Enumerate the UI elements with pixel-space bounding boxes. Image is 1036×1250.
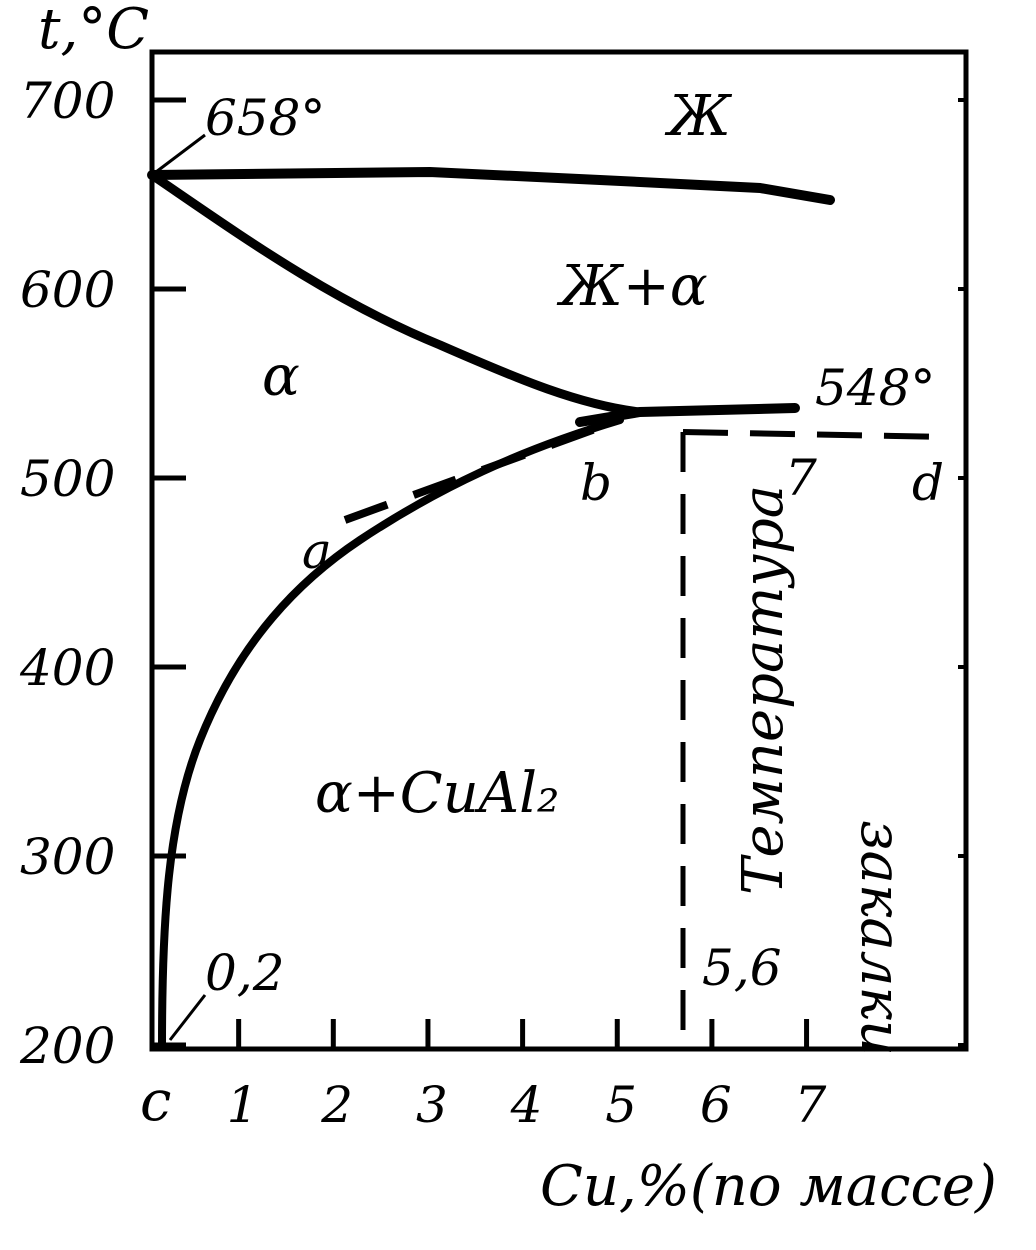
quench-temperature-line (682, 429, 951, 440)
annotation-quenching: закалки (848, 820, 913, 1056)
label-548: 548° (815, 359, 935, 417)
label-7: 7 (785, 449, 817, 507)
y-tick-label: 700 (20, 72, 115, 130)
y-tick-label: 600 (20, 261, 115, 319)
phase-lines (147, 133, 951, 1049)
region-alpha: α (262, 344, 300, 409)
y-tick-label: 500 (20, 450, 115, 508)
plot-frame (149, 49, 969, 1052)
x-tick-label: 4 (510, 1076, 543, 1134)
leader-658 (151, 133, 206, 177)
region-alpha-cual2: α+CuAl₂ (315, 761, 559, 826)
y-tick-label: 200 (19, 1017, 115, 1075)
liquidus-line (147, 170, 645, 417)
label-658: 658° (205, 89, 325, 147)
y-tick-label: 300 (20, 828, 115, 886)
region-liquid-alpha: Ж+α (556, 254, 708, 319)
y-ticks: 700 600 500 400 300 200 (19, 72, 966, 1075)
solvus-line (158, 416, 624, 1049)
x-tick-label: 6 (700, 1076, 732, 1134)
label-a: a (302, 522, 332, 580)
x-tick-label: 7 (795, 1076, 827, 1134)
y-axis-title: t,°C (38, 0, 149, 62)
label-02: 0,2 (205, 944, 285, 1002)
x-tick-label: 2 (320, 1076, 353, 1134)
x-tick-label: 5 (605, 1076, 637, 1134)
label-56: 5,6 (702, 939, 782, 997)
x-tick-label: 3 (416, 1076, 448, 1134)
label-d: d (912, 454, 944, 512)
eutectic-line (575, 403, 800, 427)
leader-02 (168, 994, 207, 1041)
solvus-dashed-line (343, 416, 622, 524)
annotation-temperature: Температура (731, 485, 796, 895)
label-b: b (580, 454, 612, 512)
x-ticks: 1 2 3 4 5 6 7 (227, 1019, 827, 1134)
x-origin-label: c (140, 1069, 171, 1134)
region-liquid: Ж (664, 84, 733, 149)
y-tick-label: 400 (19, 639, 115, 697)
x-tick-label: 1 (227, 1076, 259, 1134)
x-axis-title: Cu,%(по массе) (540, 1154, 997, 1219)
liquidus-upper (147, 166, 835, 205)
